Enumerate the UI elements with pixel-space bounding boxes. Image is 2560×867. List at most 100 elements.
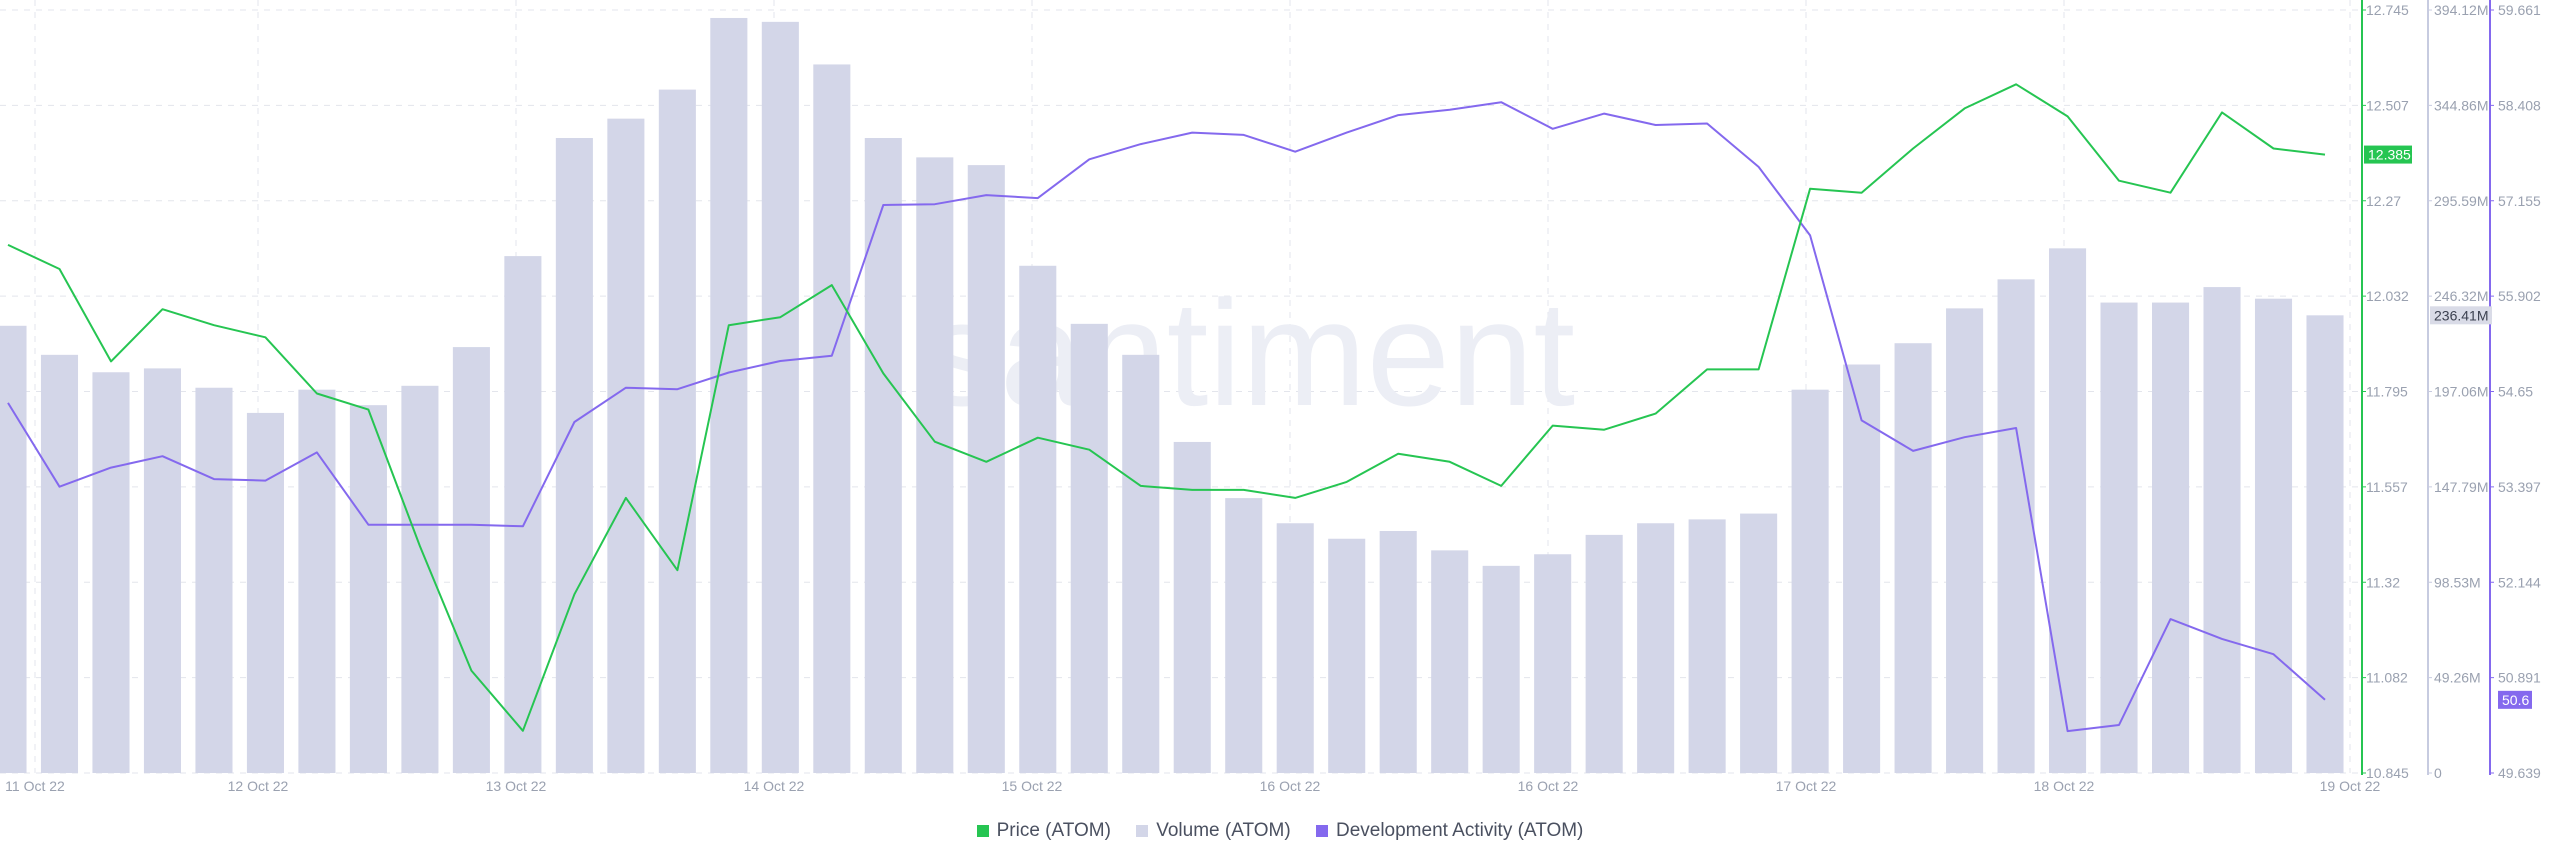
volume-bar [1070,323,1108,773]
volume-bar [864,138,902,773]
dev-tick-label: 54.65 [2498,384,2533,400]
volume-bar [1173,441,1211,773]
legend-swatch-volume [1136,825,1149,837]
series-lines [7,83,2326,733]
price-tick-label: 12.745 [2366,2,2409,18]
volume-bar [1122,354,1160,773]
volume-tick-label: 147.79M [2434,479,2488,495]
volume-bar [452,347,490,773]
volume-bar [349,405,387,773]
volume-bar [143,368,182,773]
volume-bar [298,389,336,773]
price-tick-label: 12.507 [2366,97,2409,113]
dev-tick-label: 59.661 [2498,2,2541,18]
price-tick-label: 12.032 [2366,288,2409,304]
volume-tick-label: 344.86M [2434,97,2488,113]
x-tick-label: 19 Oct 22 [2320,778,2381,794]
volume-bar [2306,315,2344,773]
volume-bar [2203,287,2241,773]
volume-bar [1225,498,1263,773]
x-tick-label: 17 Oct 22 [1776,778,1837,794]
volume-current-label: 236.41M [2434,307,2488,323]
volume-bar [92,372,130,773]
volume-bar [504,256,542,773]
volume-tick-label: 295.59M [2434,193,2488,209]
x-tick-label: 11 Oct 22 [5,778,65,794]
volume-bar [1276,523,1314,773]
volume-bar [967,165,1005,773]
price-line [7,83,2326,732]
x-tick-label: 16 Oct 22 [1518,778,1579,794]
volume-bar [0,325,27,773]
volume-bar [2049,248,2087,773]
legend-label-volume: Volume (ATOM) [1156,820,1291,841]
volume-bar [1019,265,1057,773]
volume-bar [1740,513,1778,773]
volume-bar [401,385,439,773]
volume-bar [1843,364,1881,773]
legend-label-price: Price (ATOM) [996,820,1111,841]
volume-bar [607,118,645,773]
legend-item-volume[interactable]: Volume (ATOM) [1136,820,1291,842]
volume-bar [1791,389,1829,773]
volume-tick-label: 98.53M [2434,574,2481,590]
volume-bars [0,17,2344,774]
volume-bar [1997,279,2035,773]
x-tick-label: 13 Oct 22 [486,778,547,794]
x-tick-label: 15 Oct 22 [1002,778,1063,794]
volume-bar [40,354,79,773]
legend-label-dev: Development Activity (ATOM) [1335,820,1584,841]
legend: Price (ATOM) Volume (ATOM) Development A… [0,820,2560,843]
price-current-label: 12.385 [2368,147,2411,163]
volume-bar [2151,302,2190,773]
legend-item-price[interactable]: Price (ATOM) [976,820,1111,842]
volume-current-badge [2430,306,2492,325]
volume-bar [761,21,799,773]
dev-tick-label: 50.891 [2498,670,2541,686]
volume-bar [1585,534,1623,773]
volume-bar [246,412,284,773]
dev-tick-label: 58.408 [2498,97,2541,113]
volume-bar [1482,565,1520,773]
volume-bar [1328,538,1366,773]
volume-bar [2254,298,2293,773]
price-current-badge [2364,145,2412,164]
price-tick-label: 12.27 [2366,193,2401,209]
volume-tick-label: 246.32M [2434,288,2488,304]
dev-tick-label: 52.144 [2498,574,2541,590]
volume-tick-label: 49.26M [2434,670,2481,686]
x-tick-label: 18 Oct 22 [2034,778,2095,794]
price-tick-label: 11.795 [2366,384,2408,400]
volume-bar [1379,531,1417,773]
x-tick-label: 12 Oct 22 [228,778,289,794]
volume-bar [1534,554,1572,773]
x-tick-label: 14 Oct 22 [744,778,805,794]
dev-tick-label: 49.639 [2498,765,2541,781]
dev-tick-label: 53.397 [2498,479,2541,495]
dev-tick-label: 57.155 [2498,193,2541,209]
x-tick-label: 16 Oct 22 [1260,778,1321,794]
volume-bar [813,64,851,774]
dev-activity-line [7,101,2326,733]
price-tick-label: 10.845 [2366,765,2409,781]
volume-bar [916,157,954,773]
volume-bar [1688,519,1726,773]
legend-item-dev[interactable]: Development Activity (ATOM) [1315,820,1584,842]
volume-bar [710,17,748,774]
dev-current-badge [2498,690,2532,709]
volume-bar [2100,302,2138,773]
price-tick-label: 11.557 [2366,479,2408,495]
price-tick-label: 11.32 [2366,574,2400,590]
price-tick-label: 11.082 [2366,670,2408,686]
volume-bar [658,89,696,773]
volume-bar [1894,343,1932,773]
volume-bar [555,138,593,773]
volume-bar [1431,550,1469,773]
axes: 11 Oct 22 12 Oct 22 13 Oct 22 14 Oct 22 15 O… [5,0,2541,794]
dev-current-label: 50.6 [2502,692,2529,708]
volume-bar [195,387,233,773]
legend-swatch-dev [1315,825,1328,837]
volume-bar [1637,523,1675,773]
dev-tick-label: 55.902 [2498,288,2541,304]
